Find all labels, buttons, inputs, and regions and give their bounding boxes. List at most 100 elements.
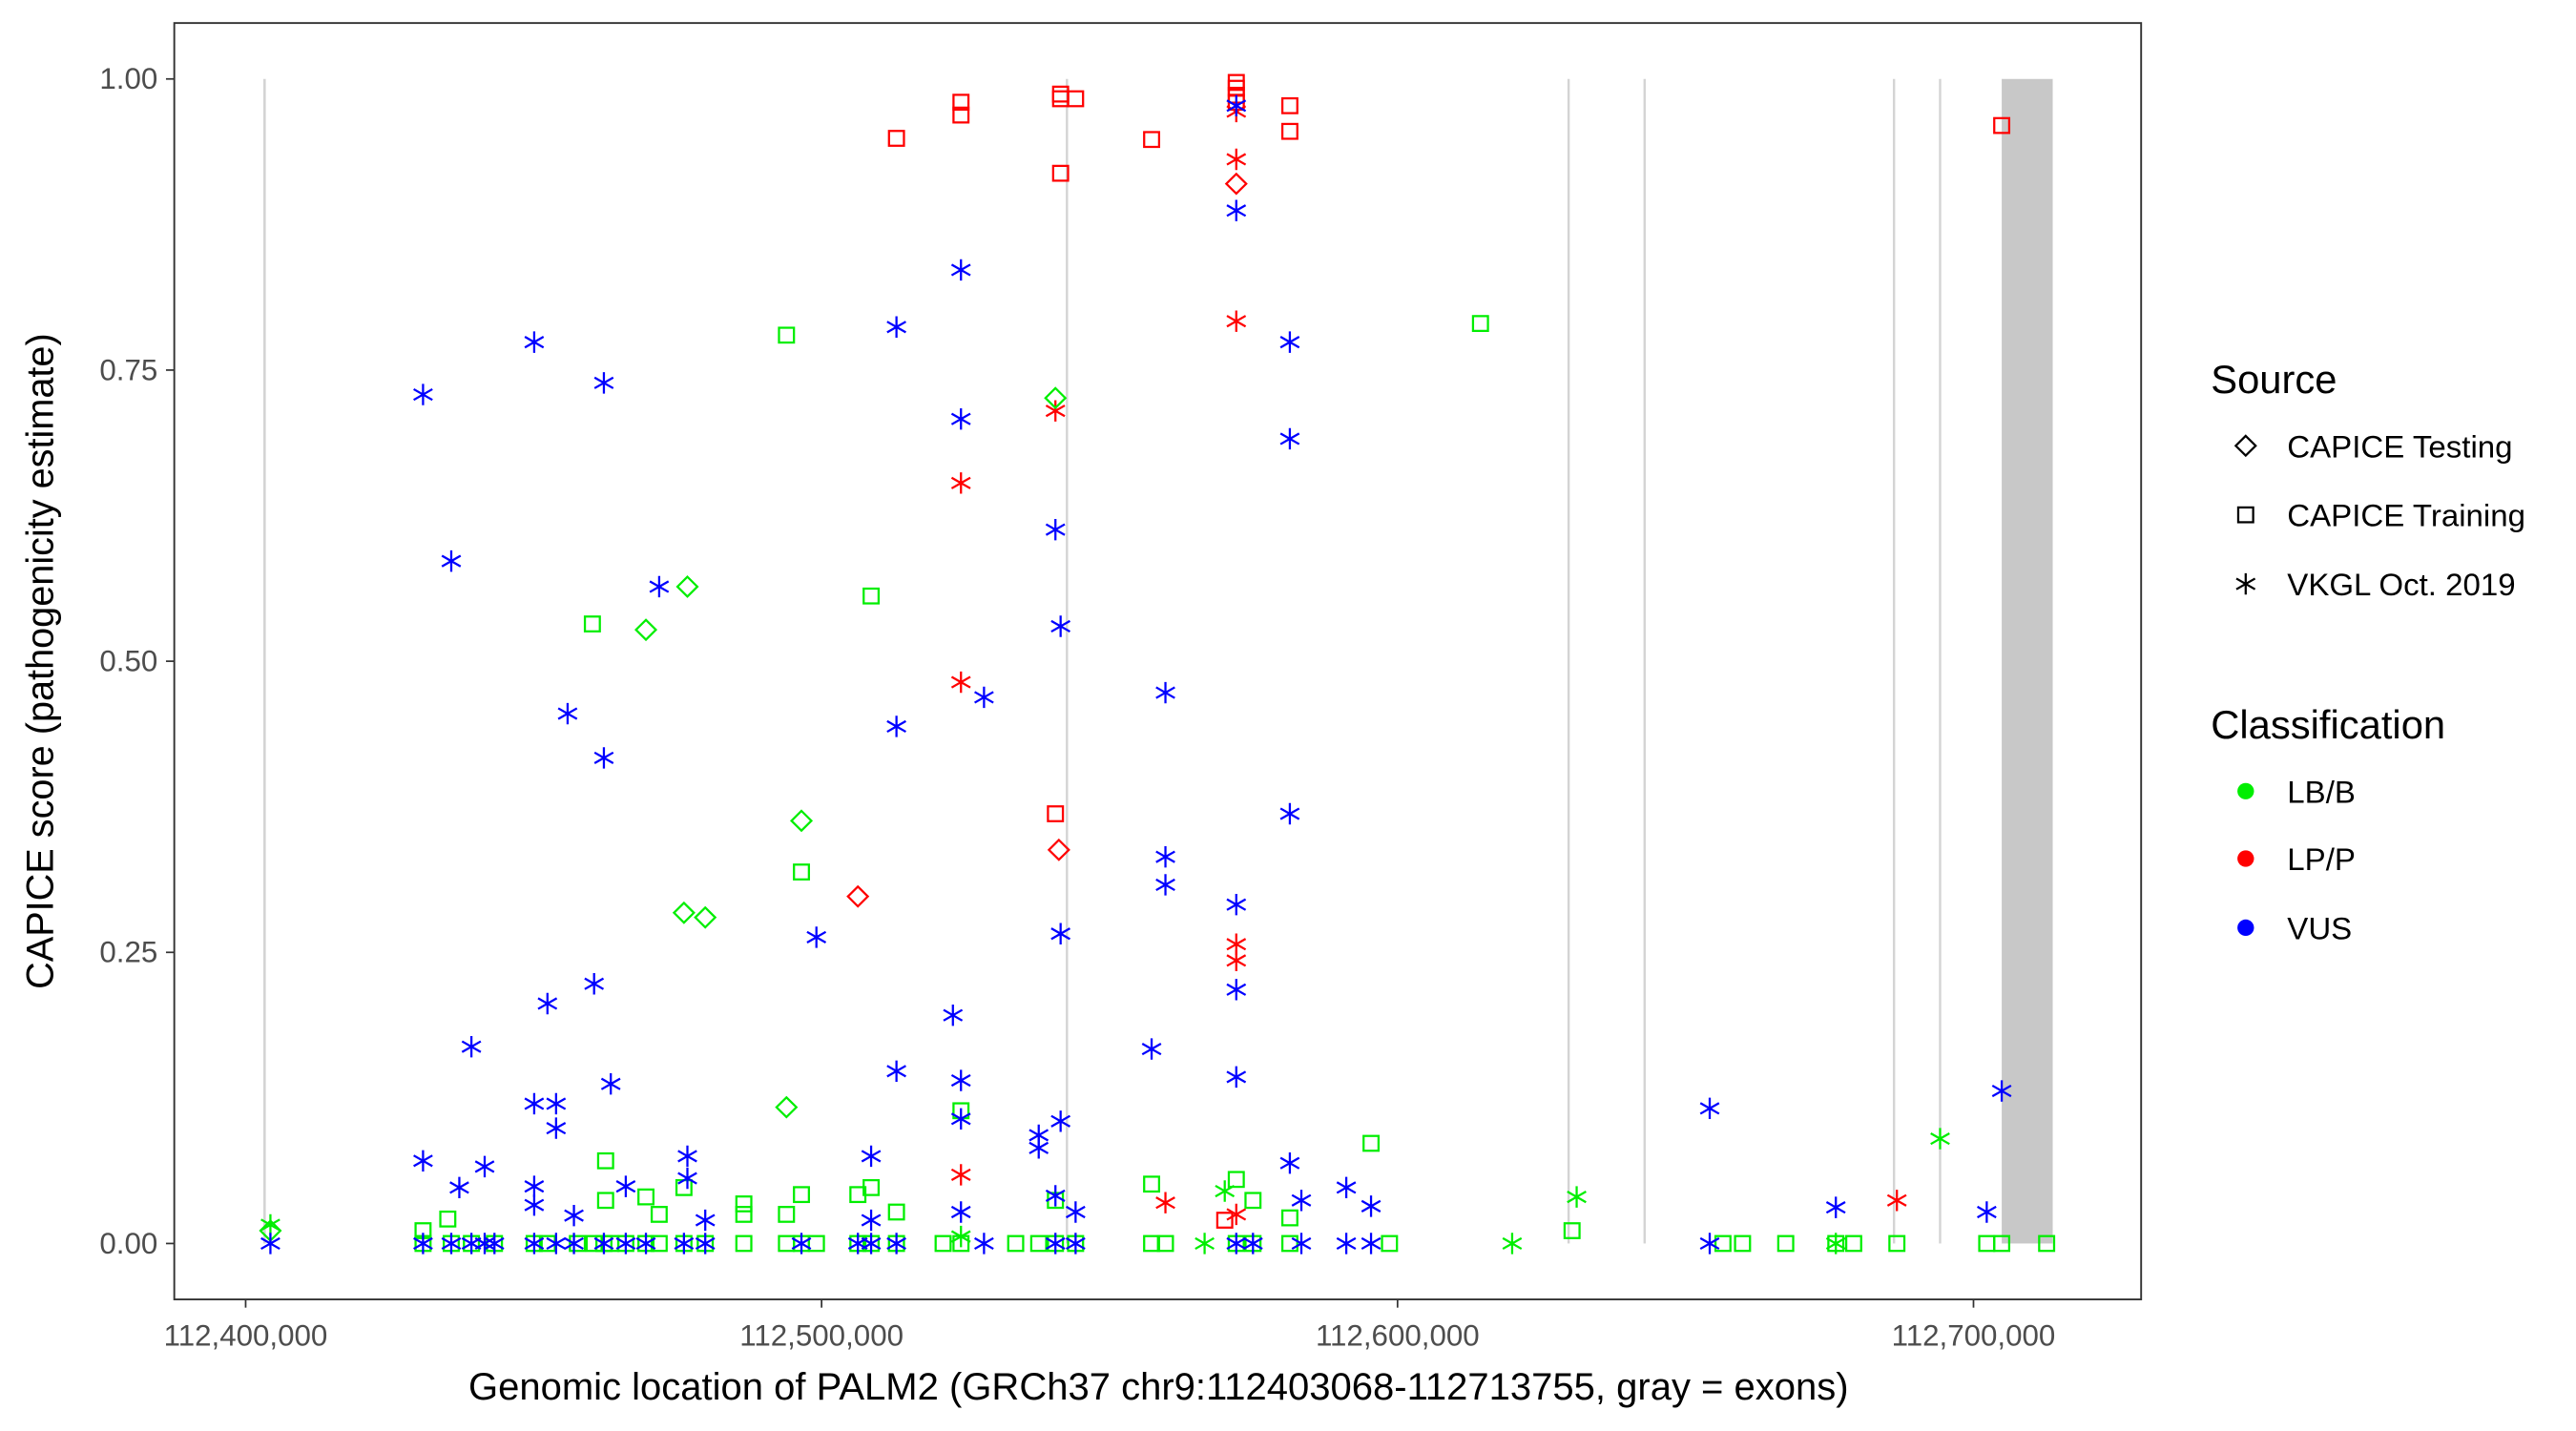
- square-mark: [1280, 1209, 1298, 1227]
- data-point: [1195, 1233, 1215, 1255]
- asterisk-mark: [260, 1213, 280, 1236]
- asterisk-mark: [1226, 1233, 1247, 1255]
- data-point: [793, 863, 810, 881]
- asterisk-mark: [546, 1092, 567, 1115]
- data-point: [1226, 310, 1247, 332]
- y-tick-label: 0.50: [99, 645, 157, 678]
- data-point: [596, 1151, 614, 1170]
- data-point: [1279, 802, 1300, 825]
- data-point: [1336, 1233, 1357, 1255]
- data-point: [778, 326, 796, 344]
- dot-mark: [2237, 919, 2254, 937]
- data-point: [1825, 1233, 1846, 1255]
- data-point: [650, 1206, 668, 1223]
- asterisk-mark: [861, 1145, 882, 1168]
- legend-key-color: [2237, 782, 2254, 799]
- data-point: [1362, 1134, 1381, 1152]
- data-point: [1502, 1233, 1523, 1255]
- data-point: [846, 884, 870, 908]
- asterisk-mark: [615, 1233, 636, 1255]
- diamond-mark: [1044, 386, 1068, 410]
- asterisk-mark: [950, 259, 971, 281]
- data-point: [615, 1175, 636, 1197]
- asterisk-mark: [615, 1175, 636, 1197]
- asterisk-mark: [950, 472, 971, 494]
- square-mark: [1888, 1234, 1906, 1253]
- data-point: [1714, 1234, 1732, 1253]
- dot-mark: [2237, 782, 2254, 799]
- data-point: [950, 1201, 971, 1223]
- data-point: [735, 1195, 753, 1213]
- asterisk-mark: [695, 1233, 716, 1255]
- data-point: [695, 1233, 716, 1255]
- data-point: [449, 1176, 469, 1199]
- square-mark: [1007, 1234, 1025, 1253]
- data-point: [861, 1145, 882, 1168]
- asterisk-mark: [1066, 1233, 1086, 1255]
- legend-item-capice-training: CAPICE Training: [2287, 498, 2525, 533]
- asterisk-mark: [674, 1233, 695, 1255]
- asterisk-mark: [950, 1108, 971, 1130]
- asterisk-mark: [1226, 199, 1247, 221]
- asterisk-mark: [1279, 1152, 1300, 1174]
- data-point: [1886, 1190, 1907, 1212]
- data-point: [677, 1145, 697, 1168]
- data-point: [1007, 1234, 1025, 1253]
- data-point: [1226, 199, 1247, 221]
- asterisk-mark: [1699, 1233, 1720, 1255]
- asterisk-mark: [1226, 310, 1247, 332]
- asterisk-mark: [1825, 1196, 1846, 1218]
- data-point: [1226, 1233, 1247, 1255]
- square-mark: [1051, 164, 1070, 182]
- data-point: [886, 1060, 906, 1082]
- data-point: [1029, 1234, 1048, 1253]
- asterisk-mark: [600, 1073, 621, 1095]
- asterisk-mark: [546, 1117, 567, 1139]
- asterisk-mark: [1825, 1233, 1846, 1255]
- data-point: [474, 1155, 495, 1178]
- data-point: [1279, 1152, 1300, 1174]
- square-mark: [1381, 1234, 1399, 1253]
- square-mark: [650, 1234, 668, 1253]
- exon-band: [2002, 78, 2053, 1244]
- data-point: [1215, 1212, 1234, 1229]
- square-mark: [1714, 1234, 1732, 1253]
- data-point: [862, 587, 881, 605]
- data-point: [1844, 1234, 1862, 1253]
- asterisk-mark: [593, 1233, 614, 1255]
- data-point: [546, 1233, 567, 1255]
- square-mark: [1563, 1222, 1581, 1239]
- data-point: [735, 1234, 753, 1253]
- square-mark: [650, 1206, 668, 1223]
- square-mark: [1734, 1234, 1752, 1253]
- asterisk-mark: [1155, 845, 1175, 868]
- asterisk-mark: [1226, 894, 1247, 916]
- asterisk-mark: [2235, 572, 2256, 595]
- asterisk-mark: [1361, 1195, 1381, 1217]
- square-mark: [778, 326, 796, 344]
- data-point: [1066, 1233, 1086, 1255]
- y-tick-label: 0.00: [99, 1227, 157, 1260]
- diamond-mark: [1224, 172, 1248, 196]
- data-point: [1991, 1080, 2012, 1102]
- asterisk-mark: [546, 1233, 567, 1255]
- data-point: [950, 259, 971, 281]
- x-tick-label: 112,400,000: [164, 1318, 328, 1352]
- square-mark: [1227, 1171, 1245, 1189]
- asterisk-mark: [413, 384, 433, 405]
- data-point: [934, 1234, 952, 1253]
- data-point: [569, 1234, 587, 1253]
- x-tick-label: 112,500,000: [739, 1318, 904, 1352]
- asterisk-mark: [1226, 94, 1247, 117]
- asterisk-mark: [1886, 1190, 1907, 1212]
- asterisk-mark: [1291, 1190, 1312, 1212]
- data-point: [413, 1150, 433, 1172]
- asterisk-mark: [1215, 1180, 1236, 1202]
- data-point: [439, 1210, 457, 1228]
- data-point: [694, 905, 717, 929]
- asterisk-mark: [861, 1233, 882, 1255]
- data-point: [674, 1233, 695, 1255]
- data-point: [1381, 1234, 1399, 1253]
- asterisk-mark: [1155, 1192, 1175, 1213]
- data-point: [1050, 615, 1071, 637]
